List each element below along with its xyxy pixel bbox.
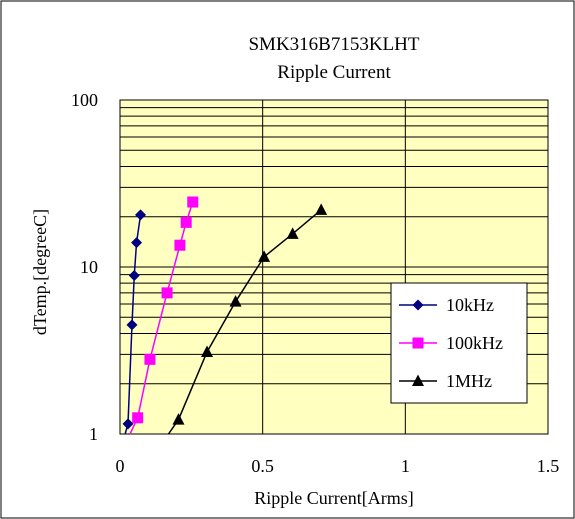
- data-point-1mhz: [315, 203, 328, 215]
- y-tick-label: 100: [71, 90, 98, 110]
- series-1mhz: [167, 203, 328, 435]
- series-layer: [122, 196, 328, 435]
- y-axis-ticks: 1 10 100: [71, 90, 98, 444]
- data-point-100khz: [161, 287, 173, 299]
- data-point-1mhz: [229, 295, 242, 307]
- legend: 10kHz 100kHz 1MHz: [390, 282, 528, 404]
- y-axis-label: dTemp.[degreeC]: [30, 209, 50, 335]
- legend-label-1mhz: 1MHz: [446, 371, 492, 391]
- y-tick-label: 1: [89, 424, 98, 444]
- x-axis-ticks: 0 0.5 1 1.5: [116, 456, 560, 476]
- x-tick-label: 0: [116, 456, 125, 476]
- y-tick-label: 10: [80, 257, 98, 277]
- data-point-100khz: [144, 353, 156, 365]
- x-axis-label: Ripple Current[Arms]: [254, 488, 413, 508]
- data-point-10khz: [135, 209, 147, 221]
- legend-marker-1mhz: [412, 374, 424, 386]
- series-100khz: [129, 196, 199, 435]
- data-point-1mhz: [201, 345, 214, 357]
- series-10khz: [122, 209, 147, 435]
- x-tick-label: 1: [401, 456, 410, 476]
- data-point-100khz: [174, 239, 186, 251]
- chart-subtitle: Ripple Current: [277, 62, 391, 83]
- data-point-100khz: [187, 196, 199, 208]
- legend-item-100khz: 100kHz: [399, 333, 503, 353]
- data-point-1mhz: [286, 227, 299, 239]
- data-point-10khz: [126, 319, 138, 331]
- legend-marker-100khz: [412, 337, 424, 349]
- legend-label-10khz: 10kHz: [446, 295, 494, 315]
- data-point-100khz: [180, 216, 192, 228]
- data-point-10khz: [131, 237, 143, 249]
- legend-item-1mhz: 1MHz: [399, 371, 492, 391]
- data-point-1mhz: [258, 250, 271, 262]
- data-point-1mhz: [172, 413, 185, 425]
- data-point-10khz: [122, 418, 134, 430]
- chart-title: SMK316B7153KLHT: [248, 34, 419, 55]
- x-tick-label: 0.5: [251, 456, 274, 476]
- legend-item-10khz: 10kHz: [399, 295, 494, 315]
- data-point-100khz: [132, 412, 144, 424]
- legend-marker-10khz: [412, 299, 424, 311]
- legend-label-100khz: 100kHz: [446, 333, 503, 353]
- data-point-10khz: [128, 269, 140, 281]
- x-tick-label: 1.5: [537, 456, 560, 476]
